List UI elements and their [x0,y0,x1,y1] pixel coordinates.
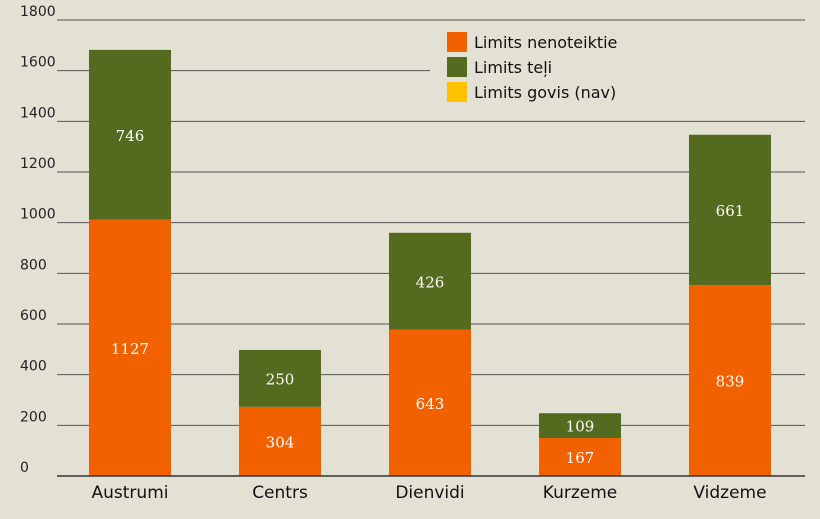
data-label: 250 [266,370,295,388]
data-label: 661 [716,202,745,220]
data-label: 1127 [111,340,149,358]
data-label: 109 [566,418,595,436]
y-tick-label: 600 [20,308,47,324]
legend-label: Limits nenoteiktie [474,33,617,52]
bar-segment [539,438,621,476]
data-label: 746 [116,127,145,145]
legend-swatch [447,32,467,52]
legend-swatch [447,82,467,102]
x-tick-label: Austrumi [92,483,169,503]
legend-label: Limits teļi [474,58,552,77]
bar-segment [239,406,321,476]
data-label: 167 [566,449,595,467]
legend-label: Limits govis (nav) [474,83,616,102]
x-tick-label: Vidzeme [693,483,766,503]
bar-segment [689,285,771,476]
data-label: 426 [416,273,445,291]
bar-segment [689,134,771,286]
bar-segment [89,219,171,477]
bar-segment [539,413,621,439]
y-tick-label: 800 [20,257,47,273]
y-tick-label: 1400 [20,105,56,121]
data-label: 304 [266,433,295,451]
bar-segment [89,49,171,220]
bar-segment [389,329,471,476]
legend-swatch [447,57,467,77]
y-tick-label: 200 [20,409,47,425]
x-tick-label: Centrs [252,483,308,503]
bar-segment [239,349,321,407]
data-label: 839 [716,373,745,391]
x-tick-label: Kurzeme [543,483,617,503]
x-tick-label: Dienvidi [395,483,464,503]
y-tick-label: 1600 [20,55,56,71]
bar-segment [389,232,471,330]
y-tick-label: 1200 [20,156,56,172]
y-tick-label: 1000 [20,207,56,223]
y-tick-label: 0 [20,460,29,476]
y-tick-label: 400 [20,359,47,375]
data-label: 643 [416,395,445,413]
y-tick-label: 1800 [20,4,56,20]
